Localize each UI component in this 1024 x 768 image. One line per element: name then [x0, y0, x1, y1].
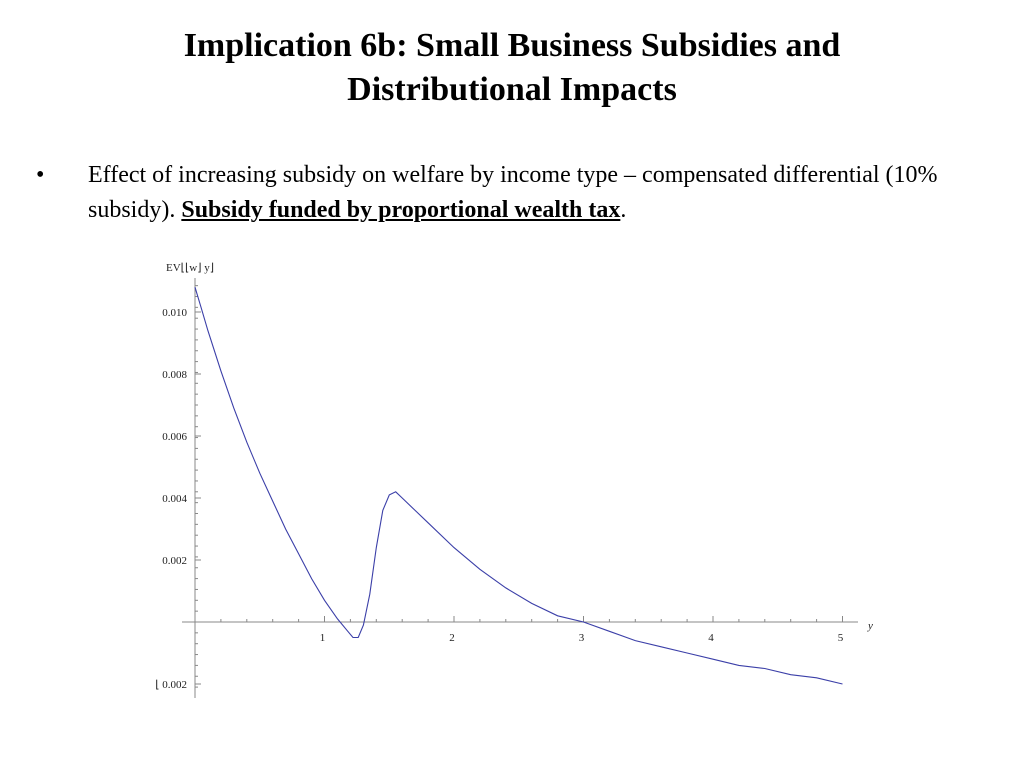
x-tick-label: 1: [320, 632, 326, 644]
bullet-icon: •: [36, 162, 45, 188]
slide-title: Implication 6b: Small Business Subsidies…: [60, 24, 964, 112]
y-tick-label: ⌊ 0.002: [155, 679, 187, 691]
slide-title-line-1: Implication 6b: Small Business Subsidies…: [183, 27, 841, 64]
x-tick-label: 4: [708, 632, 714, 644]
y-tick-label: 0.008: [162, 369, 187, 381]
slide-title-line-2: Distributional Impacts: [347, 71, 677, 108]
bullet-body: Effect of increasing subsidy on welfare …: [88, 162, 938, 223]
y-tick-label: 0.004: [162, 493, 187, 505]
y-tick-label: 0.010: [162, 307, 187, 319]
y-axis-label: EV⌊⌊w⌋ y⌋: [166, 262, 214, 274]
x-tick-label: 5: [838, 632, 844, 644]
x-axis-label: y: [867, 620, 873, 632]
y-tick-label: 0.002: [162, 555, 187, 567]
x-tick-label: 2: [449, 632, 455, 644]
bullet-text: Effect of increasing subsidy on welfare …: [88, 158, 968, 228]
bullet-end: .: [620, 197, 627, 223]
x-tick-label: 3: [579, 632, 585, 644]
series-line: [194, 287, 843, 685]
bullet-emphasis: Subsidy funded by proportional wealth ta…: [181, 197, 621, 223]
y-tick-label: 0.006: [162, 431, 187, 443]
